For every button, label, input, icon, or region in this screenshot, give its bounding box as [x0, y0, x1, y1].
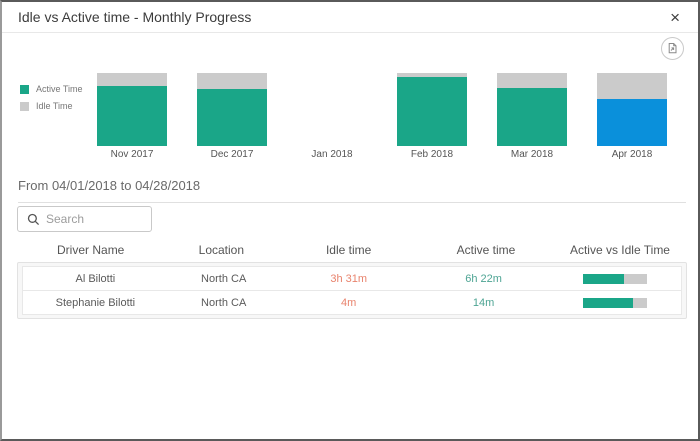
active-segment[interactable] — [97, 86, 167, 146]
close-icon[interactable]: × — [666, 7, 684, 28]
chart-bar-feb-2018[interactable] — [397, 73, 467, 146]
search-input[interactable] — [46, 212, 136, 226]
chart-bar-apr-2018[interactable] — [597, 73, 667, 146]
active-vs-idle-progress-bar — [583, 297, 648, 308]
chart-bar-mar-2018[interactable] — [497, 73, 567, 146]
chart-bar-dec-2017[interactable] — [197, 73, 267, 146]
chart-category-labels: Nov 2017 Dec 2017 Jan 2018 Feb 2018 Mar 2018… — [82, 149, 682, 160]
dialog-title: Idle vs Active time - Monthly Progress — [18, 9, 252, 25]
bar-slot — [182, 73, 282, 146]
table-cell: 4m — [341, 296, 357, 309]
table-row[interactable]: Al Bilotti North CA 3h 31m 6h 22m — [22, 266, 682, 291]
table-cell: 3h 31m — [330, 272, 368, 285]
bar-slot — [582, 73, 682, 146]
active-segment[interactable] — [397, 77, 467, 146]
table-cell: North CA — [201, 296, 247, 309]
idle-segment[interactable] — [497, 73, 567, 89]
table-body: Al Bilotti North CA 3h 31m 6h 22m Stephanie … — [17, 262, 687, 319]
column-header: Active time — [456, 243, 516, 257]
active-segment[interactable] — [497, 88, 567, 146]
table-cell: 6h 22m — [465, 272, 502, 285]
progress-fill — [583, 297, 634, 308]
category-label: Apr 2018 — [611, 149, 653, 160]
column-header: Location — [198, 243, 245, 257]
legend-item-active-time[interactable]: Active Time — [20, 84, 83, 94]
category-label: Nov 2017 — [110, 149, 154, 160]
table-cell: 14m — [472, 296, 495, 309]
search-box[interactable] — [17, 206, 152, 232]
table-cell: Stephanie Bilotti — [55, 296, 136, 309]
active-time-swatch — [20, 84, 29, 94]
active-vs-idle-progress-bar — [583, 273, 648, 284]
bar-slot — [82, 73, 182, 146]
legend-label: Active Time — [36, 84, 83, 94]
column-header: Idle time — [325, 243, 372, 257]
dialog-titlebar: Idle vs Active time - Monthly Progress × — [2, 2, 698, 33]
idle-segment[interactable] — [397, 73, 467, 78]
table-cell: North CA — [201, 272, 247, 285]
category-label: Jan 2018 — [311, 149, 353, 160]
table-cell: Al Bilotti — [75, 272, 116, 285]
bar-slot — [282, 73, 382, 146]
active-vs-idle-bar-cell — [549, 297, 681, 308]
bar-slot — [482, 73, 582, 146]
chart-legend: Active Time Idle Time — [20, 84, 83, 118]
date-range-heading: From 04/01/2018 to 04/28/2018 — [18, 178, 686, 203]
export-report-icon — [666, 42, 679, 55]
export-button[interactable] — [661, 37, 684, 60]
idle-segment[interactable] — [97, 73, 167, 87]
column-header: Driver Name — [57, 243, 125, 257]
bar-slot — [382, 73, 482, 146]
legend-item-idle-time[interactable]: Idle Time — [20, 101, 83, 111]
idle-segment[interactable] — [597, 73, 667, 100]
active-segment[interactable] — [597, 99, 667, 146]
search-icon — [27, 213, 40, 226]
legend-label: Idle Time — [36, 101, 73, 111]
idle-segment[interactable] — [197, 73, 267, 90]
progress-fill — [583, 273, 625, 284]
idle-time-swatch — [20, 101, 29, 111]
table-header: Driver Name Location Idle time Active time A… — [17, 243, 687, 257]
category-label: Mar 2018 — [510, 149, 554, 160]
active-segment[interactable] — [197, 89, 267, 146]
chart-bar-nov-2017[interactable] — [97, 73, 167, 146]
category-label: Feb 2018 — [410, 149, 454, 160]
active-vs-idle-bar-cell — [549, 273, 681, 284]
stacked-bar-chart — [82, 73, 682, 146]
category-label: Dec 2017 — [210, 149, 254, 160]
table-row[interactable]: Stephanie Bilotti North CA 4m 14m — [22, 290, 682, 315]
column-header: Active vs Idle Time — [569, 243, 670, 257]
